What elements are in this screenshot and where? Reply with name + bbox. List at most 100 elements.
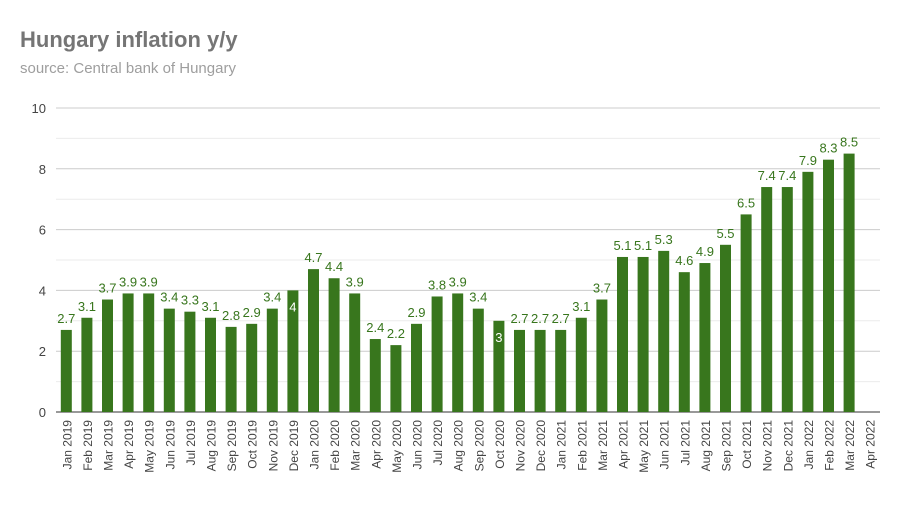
bar bbox=[720, 244, 731, 412]
data-label: 4.9 bbox=[696, 244, 714, 259]
x-tick-label: Oct 2021 bbox=[740, 420, 754, 469]
data-label: 3.4 bbox=[469, 290, 487, 305]
data-label: 5.1 bbox=[634, 238, 652, 253]
data-label: 4.6 bbox=[675, 253, 693, 268]
data-label: 5.5 bbox=[716, 226, 734, 241]
bar bbox=[369, 339, 381, 412]
x-tick-label: Jul 2019 bbox=[184, 420, 198, 466]
x-tick-label: Sep 2021 bbox=[720, 420, 734, 472]
data-label: 3.7 bbox=[98, 281, 116, 296]
data-label: 2.9 bbox=[407, 305, 425, 320]
data-label: 4.4 bbox=[325, 259, 343, 274]
y-tick-label: 8 bbox=[39, 162, 46, 177]
data-label: 2.4 bbox=[366, 320, 384, 335]
bar bbox=[205, 317, 216, 412]
x-tick-label: Nov 2020 bbox=[514, 420, 528, 472]
bar bbox=[102, 299, 113, 412]
data-label: 2.9 bbox=[243, 305, 261, 320]
bar bbox=[411, 323, 422, 412]
bar bbox=[390, 345, 402, 412]
bar bbox=[246, 323, 258, 412]
chart-title: Hungary inflation y/y bbox=[20, 27, 238, 52]
x-tick-label: Aug 2021 bbox=[699, 420, 713, 472]
data-label: 4 bbox=[289, 299, 296, 314]
bar bbox=[60, 329, 72, 412]
x-tick-label: Mar 2022 bbox=[843, 420, 857, 471]
bar bbox=[555, 329, 567, 412]
bar bbox=[658, 250, 670, 412]
x-tick-label: Jun 2020 bbox=[411, 420, 425, 470]
x-tick-label: Feb 2020 bbox=[328, 420, 342, 471]
bar bbox=[514, 329, 525, 412]
data-label: 3.8 bbox=[428, 277, 446, 292]
bar bbox=[349, 293, 361, 412]
data-label: 5.1 bbox=[613, 238, 631, 253]
x-tick-label: Mar 2020 bbox=[349, 420, 363, 471]
bar bbox=[143, 293, 155, 412]
data-label: 3.9 bbox=[140, 274, 158, 289]
x-tick-label: Apr 2022 bbox=[864, 420, 878, 469]
x-tick-label: May 2019 bbox=[143, 420, 157, 473]
x-tick-label: Dec 2021 bbox=[781, 420, 795, 472]
data-label: 3.4 bbox=[263, 290, 281, 305]
bars bbox=[60, 153, 855, 412]
bar bbox=[266, 308, 278, 412]
x-tick-label: Oct 2020 bbox=[493, 420, 507, 469]
x-tick-label: Feb 2019 bbox=[81, 420, 95, 471]
bar bbox=[781, 187, 793, 412]
x-tick-label: Dec 2019 bbox=[287, 420, 301, 472]
x-tick-label: Mar 2021 bbox=[596, 420, 610, 471]
x-tick-label: Jan 2022 bbox=[802, 420, 816, 470]
data-label: 2.2 bbox=[387, 326, 405, 341]
data-label: 3.1 bbox=[78, 299, 96, 314]
y-tick-label: 6 bbox=[39, 223, 46, 238]
y-tick-label: 10 bbox=[32, 101, 46, 116]
x-tick-label: Jun 2021 bbox=[658, 420, 672, 470]
x-tick-label: Feb 2021 bbox=[575, 420, 589, 471]
bar bbox=[287, 290, 299, 412]
x-tick-label: Sep 2019 bbox=[225, 420, 239, 472]
bar bbox=[740, 214, 752, 412]
y-tick-label: 4 bbox=[39, 283, 46, 298]
data-label: 3.3 bbox=[181, 293, 199, 308]
bar bbox=[617, 256, 628, 412]
x-tick-label: Aug 2019 bbox=[205, 420, 219, 472]
bar bbox=[802, 171, 814, 412]
x-tick-label: Nov 2021 bbox=[761, 420, 775, 472]
data-label: 7.4 bbox=[758, 168, 776, 183]
x-tick-label: Jan 2021 bbox=[555, 420, 569, 470]
x-tick-label: Apr 2021 bbox=[617, 420, 631, 469]
data-label: 6.5 bbox=[737, 195, 755, 210]
x-tick-label: Jan 2019 bbox=[60, 420, 74, 470]
x-tick-label: Feb 2022 bbox=[823, 420, 837, 471]
data-label: 7.9 bbox=[799, 153, 817, 168]
bar bbox=[308, 269, 319, 412]
bar bbox=[493, 320, 505, 412]
x-tick-label: Nov 2019 bbox=[266, 420, 280, 472]
y-tick-label: 2 bbox=[39, 344, 46, 359]
data-label: 3.1 bbox=[572, 299, 590, 314]
bar bbox=[431, 296, 443, 412]
x-tick-label: Dec 2020 bbox=[534, 420, 548, 472]
data-label: 8.3 bbox=[819, 141, 837, 156]
bar bbox=[823, 159, 834, 412]
data-label: 2.7 bbox=[510, 311, 528, 326]
bar bbox=[534, 329, 546, 412]
data-labels: 2.73.13.7 3.9 3.93.4 3.3 3.12.8 2.93.444.74.4… bbox=[57, 135, 858, 345]
data-label: 8.5 bbox=[840, 135, 858, 150]
x-tick-label: Sep 2020 bbox=[472, 420, 486, 472]
bar bbox=[328, 278, 340, 412]
data-label: 3.9 bbox=[346, 274, 364, 289]
data-label: 3 bbox=[495, 330, 502, 345]
bar bbox=[761, 187, 773, 412]
x-tick-label: May 2021 bbox=[637, 420, 651, 473]
bar bbox=[225, 326, 237, 412]
bar bbox=[678, 272, 690, 412]
data-label: 3.9 bbox=[119, 274, 137, 289]
y-axis-ticks: 0 2 4 6 8 10 bbox=[32, 101, 46, 420]
data-label: 2.7 bbox=[531, 311, 549, 326]
data-label: 2.7 bbox=[552, 311, 570, 326]
x-tick-label: Jul 2020 bbox=[431, 420, 445, 466]
x-tick-label: Oct 2019 bbox=[246, 420, 260, 469]
